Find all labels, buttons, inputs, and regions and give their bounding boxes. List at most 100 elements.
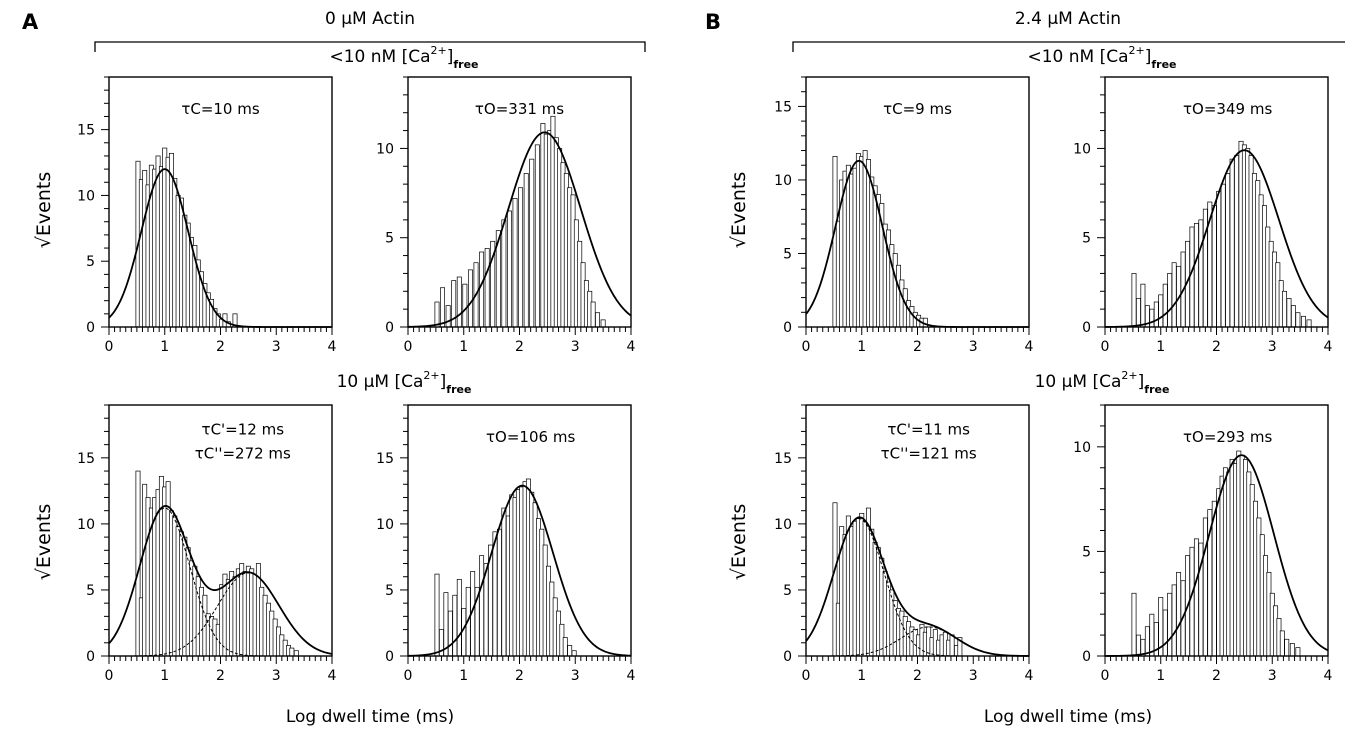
histogram-plot: 0 1 2 3 4 0 5 10 τO=349 ms — [1073, 76, 1333, 355]
ylabel-a-bottom: √Events — [33, 504, 55, 580]
panel-letter-a: A — [22, 10, 39, 34]
histogram-bar — [1144, 626, 1150, 657]
x-tick-label: 1 — [857, 339, 866, 355]
y-tick-label: 0 — [86, 320, 95, 336]
histogram-bar — [1189, 546, 1195, 657]
histogram-bar — [1216, 190, 1222, 328]
panel-title-a: 0 μM Actin — [325, 9, 415, 29]
histogram-bar — [484, 248, 490, 328]
y-tick-label: 5 — [783, 246, 792, 262]
histogram-bar — [1167, 273, 1173, 328]
x-tick-label: 3 — [272, 339, 281, 355]
fit-curve — [108, 505, 333, 655]
histogram-bar — [501, 507, 507, 657]
y-tick-label: 10 — [1073, 440, 1091, 456]
histogram-bar — [507, 210, 512, 328]
x-tick-label: 3 — [1268, 339, 1277, 355]
histogram-bar — [1225, 173, 1231, 328]
time-constant-label: τC''=272 ms — [195, 445, 291, 463]
panel-bracket-b — [792, 41, 1345, 52]
y-tick-label: 10 — [77, 188, 95, 204]
x-tick-label: 1 — [160, 668, 169, 684]
histogram-bar — [440, 287, 446, 328]
histogram-plot: 0 1 2 3 4 0 5 10 τO=293 ms — [1073, 404, 1333, 684]
x-tick-label: 0 — [404, 339, 413, 355]
x-tick-label: 2 — [913, 668, 922, 684]
row-header-b-low: <10 nM [Ca2+]free — [1027, 44, 1176, 71]
time-constant-label: τC'=11 ms — [887, 421, 970, 439]
histogram-bar — [529, 158, 535, 328]
x-tick-label: 1 — [1156, 668, 1165, 684]
histogram-bar — [1295, 312, 1301, 328]
svg-text:√Events: √Events — [33, 172, 55, 248]
y-tick-label: 5 — [86, 254, 95, 270]
y-tick-label: 0 — [783, 320, 792, 336]
histogram-bar — [1234, 155, 1240, 328]
histogram-bar — [1167, 592, 1173, 657]
histogram-bar — [562, 637, 568, 657]
histogram-bar — [293, 650, 299, 657]
svg-text:√Events: √Events — [728, 172, 750, 248]
histogram-bar — [512, 198, 518, 328]
panel-letter-b: B — [705, 10, 721, 34]
histogram-bar — [523, 173, 529, 328]
histogram-bar — [467, 269, 473, 328]
histogram-bar — [567, 645, 573, 657]
row-header-b-high: 10 μM [Ca2+]free — [1035, 369, 1170, 396]
histogram-bar — [1131, 592, 1137, 657]
time-constant-label: τC'=12 ms — [202, 421, 285, 439]
histogram-bar — [289, 647, 295, 657]
histogram-bar — [1135, 298, 1141, 328]
histogram-bar — [1176, 571, 1182, 657]
histogram-bar — [1220, 183, 1226, 328]
histogram-bar — [1229, 158, 1235, 328]
x-tick-label: 4 — [1324, 668, 1333, 684]
x-tick-label: 4 — [328, 339, 337, 355]
histogram-bar — [1289, 643, 1295, 657]
histogram-bar — [571, 650, 577, 657]
x-tick-label: 3 — [571, 339, 580, 355]
y-tick-label: 0 — [385, 649, 394, 665]
x-tick-label: 3 — [1268, 668, 1277, 684]
svg-text:√Events: √Events — [728, 504, 750, 580]
x-tick-label: 0 — [802, 668, 811, 684]
histogram-bar — [534, 144, 540, 328]
svg-text:√Events: √Events — [33, 504, 55, 580]
histogram-bar — [1202, 517, 1208, 657]
fit-curve — [805, 516, 1030, 657]
y-tick-label: 5 — [1082, 231, 1091, 247]
histogram-bar — [445, 305, 451, 328]
histogram-plot: 0 1 2 3 4 0 5 10 τO=331 ms — [376, 76, 636, 355]
histogram-bar — [1149, 308, 1155, 328]
x-tick-label: 2 — [1212, 668, 1221, 684]
y-tick-label: 15 — [774, 451, 792, 467]
ylabel-a-top: √Events — [33, 172, 55, 248]
x-tick-label: 1 — [1156, 339, 1165, 355]
histogram-bar — [1171, 584, 1177, 657]
histogram-bar — [1295, 647, 1301, 657]
histogram-bar — [501, 219, 507, 328]
x-tick-label: 1 — [459, 339, 468, 355]
histogram-bar — [434, 573, 440, 657]
time-constant-label: τO=293 ms — [1183, 428, 1272, 446]
y-tick-label: 15 — [77, 451, 95, 467]
x-tick-label: 0 — [1101, 668, 1110, 684]
y-tick-label: 0 — [783, 649, 792, 665]
y-tick-label: 15 — [774, 99, 792, 115]
x-tick-label: 4 — [1025, 339, 1034, 355]
panel-bracket-a — [94, 41, 646, 52]
histogram-bar — [456, 276, 462, 328]
x-tick-label: 0 — [1101, 339, 1110, 355]
xlabel-b: Log dwell time (ms) — [984, 707, 1152, 727]
time-constant-label: τC=10 ms — [181, 100, 260, 118]
time-constant-label: τO=106 ms — [486, 428, 575, 446]
y-tick-label: 10 — [774, 517, 792, 533]
x-tick-label: 2 — [515, 668, 524, 684]
fit-curve — [1104, 149, 1329, 328]
histogram-bar — [447, 610, 453, 657]
x-tick-label: 1 — [857, 668, 866, 684]
histogram-bar — [1279, 630, 1285, 657]
y-tick-label: 10 — [1073, 141, 1091, 157]
histogram-bar — [496, 528, 502, 657]
